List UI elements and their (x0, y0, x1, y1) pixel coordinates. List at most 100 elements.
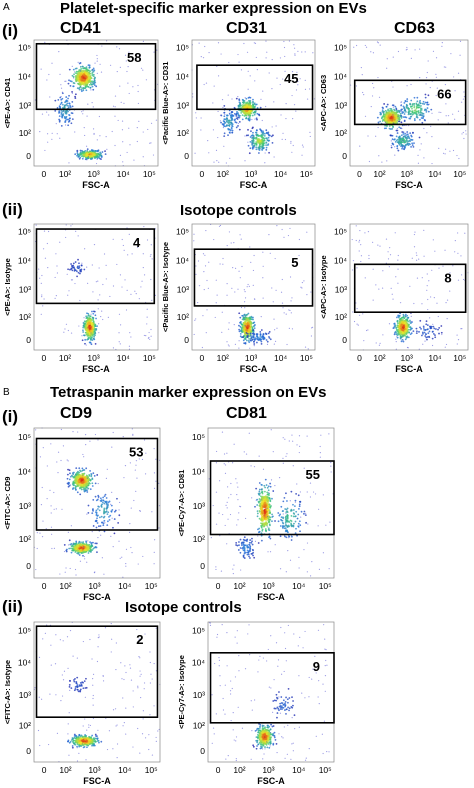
density-point (330, 465, 332, 467)
density-point (154, 228, 157, 230)
density-point (74, 489, 77, 491)
density-point (290, 312, 292, 314)
density-point (413, 233, 416, 236)
flow-plot-9: 20 10² 10³ 10⁴ 10⁵010²10³10⁴10⁵FSC-A<FITC-A>… (3, 621, 161, 786)
density-point (95, 152, 97, 155)
density-point (204, 254, 206, 256)
density-point (213, 85, 215, 87)
density-point (65, 124, 67, 126)
density-point (75, 467, 78, 469)
density-point (96, 60, 98, 62)
density-point (76, 79, 78, 82)
density-point (74, 568, 77, 571)
density-point (402, 335, 404, 337)
density-point (452, 113, 454, 115)
density-point (55, 508, 57, 510)
density-point (73, 476, 76, 478)
density-point (78, 88, 81, 91)
density-point (368, 254, 370, 257)
density-point (305, 521, 308, 524)
density-point (223, 145, 225, 147)
density-point (259, 502, 262, 505)
density-point (391, 111, 394, 114)
density-point (252, 100, 254, 103)
density-point (240, 69, 243, 71)
density-point (397, 149, 400, 152)
density-point (311, 561, 313, 563)
density-point (400, 337, 402, 339)
density-point (87, 315, 89, 317)
density-point (93, 77, 96, 80)
density-point (264, 152, 266, 154)
density-point (290, 490, 293, 493)
density-point (261, 135, 264, 138)
density-point (82, 110, 84, 112)
density-point (288, 440, 290, 442)
density-point (281, 510, 284, 513)
density-point (92, 291, 94, 293)
density-point (107, 501, 110, 504)
density-point (72, 85, 75, 88)
density-point (430, 125, 432, 127)
density-point (215, 302, 217, 304)
density-point (70, 547, 72, 550)
density-point (72, 481, 75, 484)
density-point (445, 66, 447, 68)
density-point (112, 105, 115, 107)
density-point (395, 276, 397, 278)
density-point (402, 318, 404, 321)
density-point (226, 507, 228, 509)
density-point (463, 137, 465, 140)
density-point (279, 535, 282, 538)
density-point (71, 265, 74, 268)
density-point (272, 451, 274, 453)
density-point (292, 515, 295, 518)
density-point (89, 541, 91, 544)
density-point (137, 90, 139, 93)
density-point (74, 97, 77, 100)
density-point (127, 65, 129, 68)
density-point (81, 65, 84, 68)
density-point (415, 107, 418, 110)
density-point (233, 112, 236, 115)
density-point (73, 71, 76, 73)
density-point (79, 493, 82, 496)
density-point (194, 152, 196, 154)
density-point (68, 478, 71, 481)
density-point (106, 503, 109, 506)
density-point (303, 467, 305, 469)
density-point (252, 98, 254, 101)
density-point (137, 84, 139, 87)
density-point (388, 114, 391, 117)
density-point (355, 239, 357, 242)
density-point (419, 326, 421, 329)
density-point (298, 254, 300, 257)
density-point (403, 138, 405, 141)
density-point (100, 154, 103, 157)
density-point (291, 71, 294, 73)
density-point (414, 49, 416, 51)
density-point (91, 317, 94, 319)
density-point (76, 149, 79, 152)
density-point (264, 132, 266, 135)
flow-plot-1: 580 10² 10³ 10⁴ 10⁵010²10³10⁴10⁵FSC-A<PE-A>:… (3, 39, 159, 190)
density-point (427, 308, 429, 311)
density-point (228, 61, 230, 64)
density-point (260, 340, 263, 343)
density-point (142, 253, 144, 255)
density-point (227, 518, 229, 520)
density-point (304, 51, 306, 53)
density-point (260, 539, 263, 542)
density-point (195, 265, 197, 267)
density-point (92, 525, 95, 527)
density-point (294, 499, 297, 502)
density-point (61, 508, 63, 510)
density-point (153, 51, 155, 53)
density-point (264, 162, 266, 164)
density-point (415, 116, 418, 119)
density-point (81, 481, 84, 484)
density-point (238, 115, 241, 118)
density-point (425, 333, 427, 336)
density-point (137, 102, 140, 105)
density-point (265, 105, 267, 108)
